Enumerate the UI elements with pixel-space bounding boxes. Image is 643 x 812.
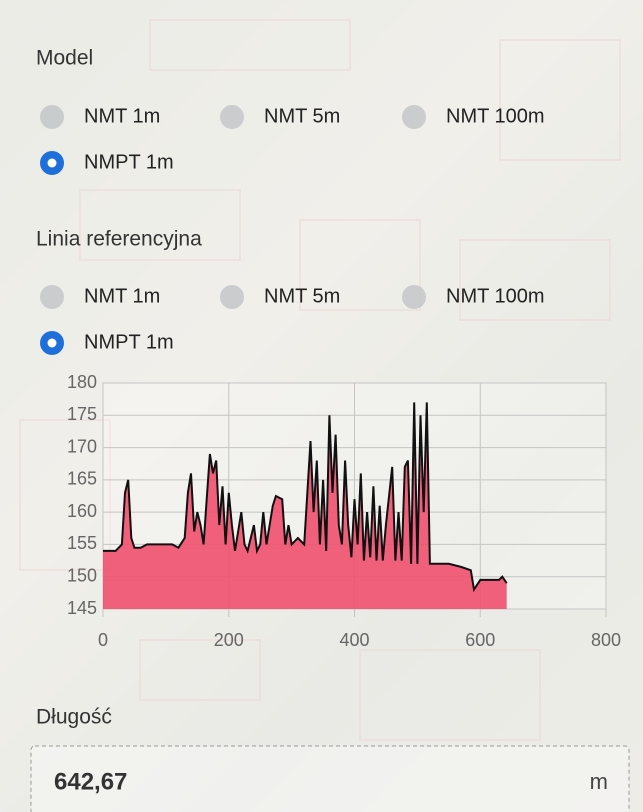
- radio[interactable]: [220, 105, 244, 129]
- radio-label: NMT 5m: [264, 285, 340, 307]
- x-tick-label: 200: [214, 630, 244, 650]
- radio-dot: [48, 159, 57, 168]
- section-title: Linia referencyjna: [36, 228, 202, 251]
- radio-label: NMT 5m: [264, 105, 340, 127]
- y-tick-label: 180: [67, 372, 97, 392]
- y-tick-label: 165: [67, 469, 97, 489]
- radio[interactable]: [220, 285, 244, 309]
- section-title: Model: [36, 47, 93, 70]
- radio-label: NMT 100m: [446, 105, 545, 127]
- y-tick-label: 155: [67, 533, 97, 553]
- ui: Model Linia referencyjna Długość 642,67 …: [0, 0, 643, 812]
- input-value: 642,67: [54, 768, 127, 795]
- x-tick-label: 0: [98, 630, 108, 650]
- y-tick-label: 160: [67, 501, 97, 521]
- radio[interactable]: [402, 285, 426, 309]
- input-unit: m: [590, 769, 608, 794]
- radio-label: NMT 100m: [446, 285, 545, 307]
- y-tick-label: 170: [67, 436, 97, 456]
- radio-label: NMPT 1m: [84, 151, 174, 173]
- radio[interactable]: [40, 105, 64, 129]
- radio-label: NMPT 1m: [84, 331, 174, 353]
- radio-label: NMT 1m: [84, 285, 160, 307]
- radio[interactable]: [40, 285, 64, 309]
- y-tick-label: 150: [67, 565, 97, 585]
- radio-dot: [48, 339, 57, 348]
- radio[interactable]: [402, 105, 426, 129]
- x-tick-label: 600: [465, 630, 495, 650]
- x-tick-label: 400: [339, 630, 369, 650]
- x-tick-label: 800: [591, 630, 621, 650]
- field-label: Długość: [36, 706, 112, 729]
- y-tick-label: 145: [67, 598, 97, 618]
- panel: Model Linia referencyjna Długość 642,67 …: [0, 0, 643, 812]
- radio-label: NMT 1m: [84, 105, 160, 127]
- y-tick-label: 175: [67, 404, 97, 424]
